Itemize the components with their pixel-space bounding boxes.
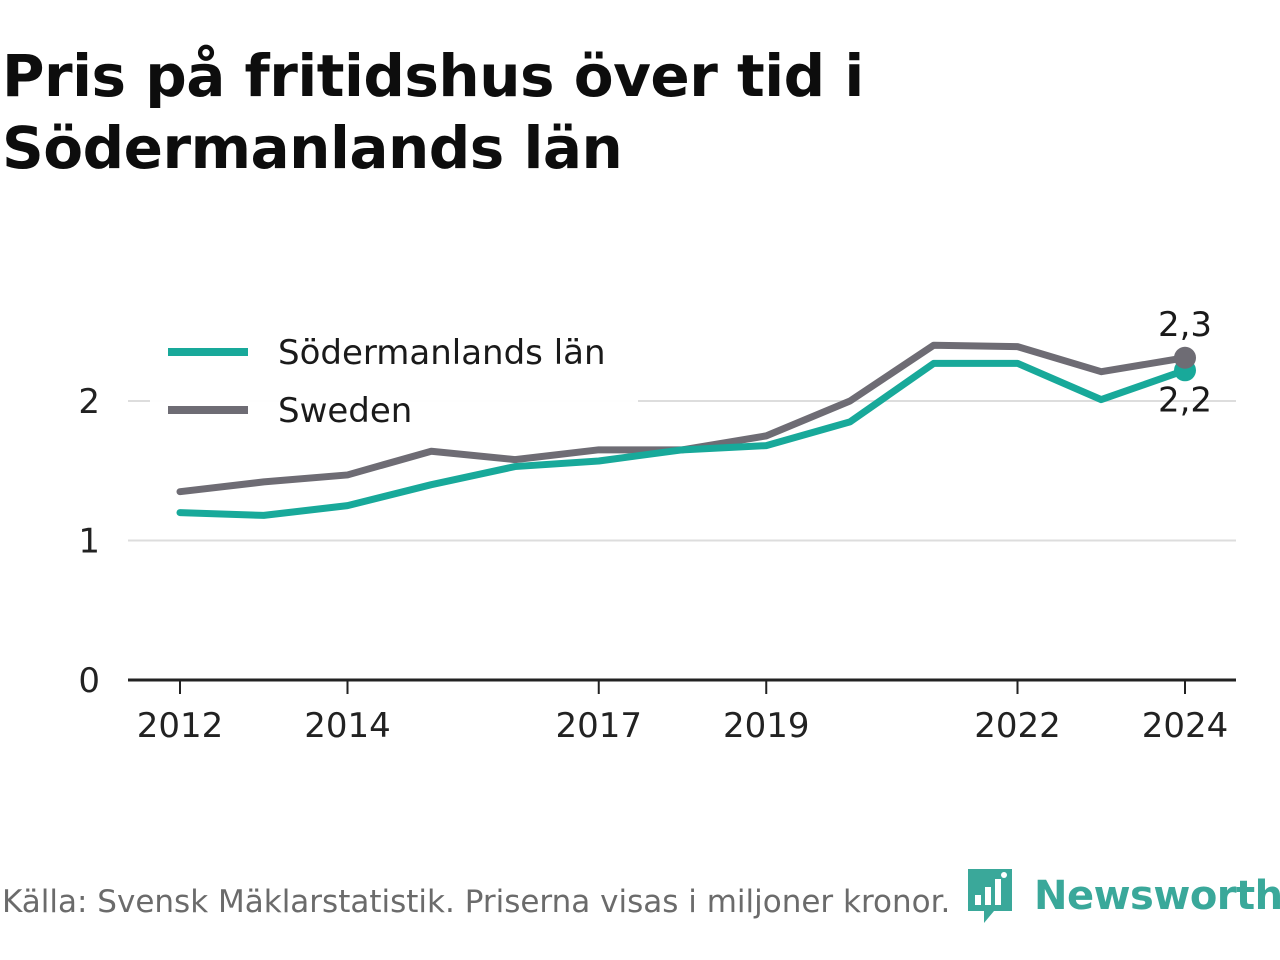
brand-name: Newsworthy (1034, 873, 1280, 919)
x-tick-label-2024: 2024 (1142, 706, 1229, 746)
line-chart: 0 1 2 2012 2014 2017 2019 2022 2024 Södermanlands… (78, 305, 1236, 746)
x-tick-label-2014: 2014 (304, 706, 391, 746)
y-tick-label-2: 2 (78, 382, 100, 422)
y-tick-label-0: 0 (78, 661, 100, 701)
legend-label-sodermanland: Södermanlands län (278, 333, 606, 373)
x-tick-label-2019: 2019 (723, 706, 810, 746)
end-label-sodermanland: 2,2 (1158, 380, 1212, 420)
chart-title: Pris på fritidshus över tid i Södermanla… (2, 40, 1002, 184)
chart-title-line-1: Pris på fritidshus över tid i (2, 42, 864, 110)
series-line-sodermanland (176, 359, 1189, 519)
end-label-sweden: 2,3 (1158, 305, 1212, 345)
newsworthy-logo-icon (968, 869, 1012, 923)
x-tick-label-2022: 2022 (974, 706, 1061, 746)
end-point-sweden (1174, 346, 1196, 369)
brand-logo: Newsworthy (964, 864, 1280, 928)
chart-title-line-2: Södermanlands län (2, 114, 623, 182)
legend-background (150, 320, 638, 438)
y-tick-label-1: 1 (78, 522, 100, 562)
legend-label-sweden: Sweden (278, 391, 412, 431)
x-tick-label-2017: 2017 (555, 706, 642, 746)
x-tick-label-2012: 2012 (137, 706, 224, 746)
source-note: Källa: Svensk Mäklarstatistik. Priserna … (2, 884, 951, 920)
